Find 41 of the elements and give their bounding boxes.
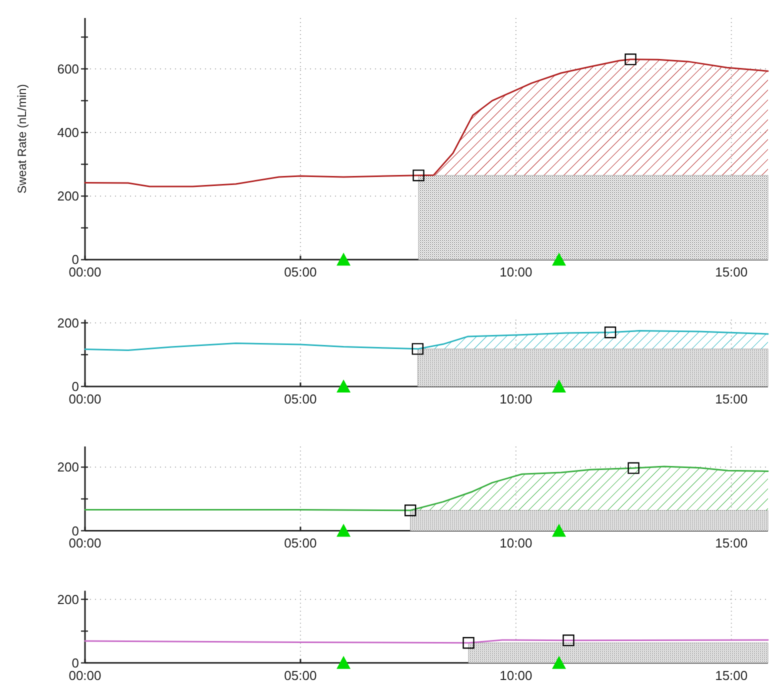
y-tick-label: 0 [72, 523, 79, 538]
y-tick-label: 600 [57, 61, 79, 76]
y-tick-label: 200 [57, 315, 79, 330]
x-tick-label: 10:00 [500, 391, 532, 406]
y-tick-label: 200 [57, 460, 79, 475]
x-tick-label: 00:00 [68, 536, 102, 551]
y-tick-label: 200 [57, 592, 79, 607]
x-tick-label: 15:00 [715, 264, 748, 280]
y-axis-title: Sweat Rate (nL/min) [15, 84, 29, 194]
point [336, 656, 351, 669]
x-tick-label: 10:00 [500, 668, 532, 683]
point [624, 53, 636, 66]
point [628, 462, 640, 474]
point [552, 252, 566, 266]
x-tick-label: 05:00 [284, 264, 317, 280]
point [552, 656, 566, 669]
y-tick-label: 0 [72, 655, 79, 670]
point [562, 634, 574, 646]
x-tick-label: 10:00 [500, 264, 532, 280]
x-tick-label: 00:00 [68, 264, 102, 280]
point [552, 379, 566, 392]
x-tick-label: 10:00 [500, 536, 532, 551]
point [336, 524, 351, 537]
x-tick-label: 15:00 [715, 668, 748, 683]
y-tick-label: 200 [57, 188, 79, 204]
point [336, 379, 351, 392]
point [336, 252, 351, 266]
x-tick-label: 05:00 [284, 668, 317, 683]
y-tick-label: 400 [57, 125, 79, 140]
y-tick-label: 0 [72, 252, 79, 268]
x-tick-label: 05:00 [284, 536, 317, 551]
point [604, 326, 616, 338]
point [552, 524, 566, 537]
x-tick-label: 15:00 [715, 391, 748, 406]
x-tick-label: 00:00 [68, 668, 102, 683]
x-tick-label: 05:00 [284, 391, 317, 406]
point [412, 343, 424, 355]
x-tick-label: 15:00 [715, 536, 748, 551]
point [462, 637, 474, 649]
point [404, 504, 416, 516]
point [412, 170, 424, 182]
